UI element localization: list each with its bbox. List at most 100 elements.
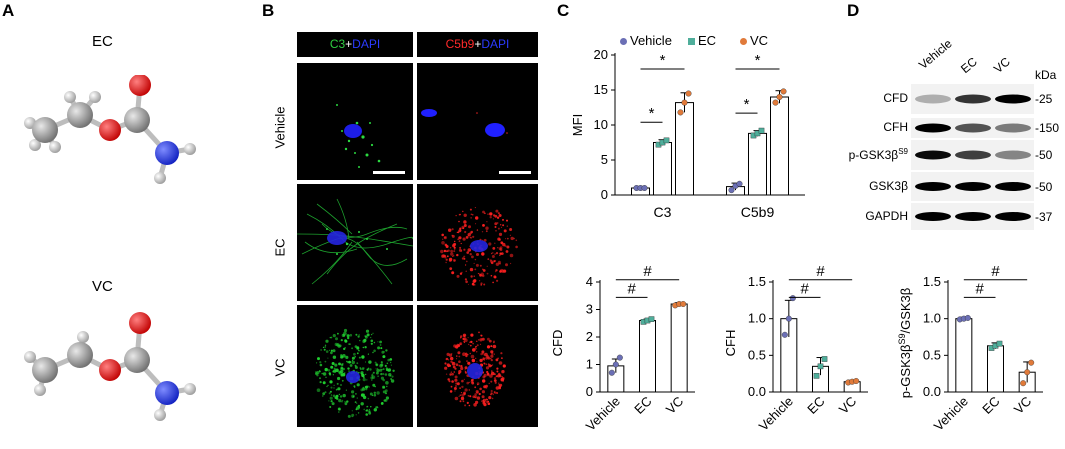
blot-strip [911, 140, 1034, 170]
blot-band [995, 212, 1031, 221]
y-tick-label: 20 [594, 47, 608, 62]
data-point [685, 90, 692, 97]
bar [639, 320, 656, 393]
data-point [680, 301, 687, 308]
if-header-plus: + [474, 37, 482, 51]
if-image-vehicle-c5b9 [417, 63, 538, 180]
blot-strip [911, 118, 1034, 138]
if-image-ec-c3 [297, 184, 413, 301]
panel-letter-d: D [847, 1, 860, 20]
data-point [781, 331, 788, 338]
x-tick-label: Vehicle [756, 394, 796, 434]
y-tick-label: 0.0 [923, 384, 941, 399]
legend-item-ec: EC [688, 33, 716, 48]
y-tick-label: 3 [586, 302, 593, 317]
mfi-chart: 0 5 10 15 20 MFI C3 C5b9 * * * * [570, 47, 805, 220]
blot-row-label: CFD [840, 91, 908, 105]
data-point [817, 363, 824, 370]
blot-band [955, 150, 991, 160]
if-header-dapi-text: DAPI [481, 37, 510, 51]
data-point [789, 295, 796, 302]
data-point [728, 187, 735, 194]
blot-band [915, 150, 951, 160]
blot-strip [911, 84, 1034, 114]
x-tick-label: Vehicle [931, 394, 971, 434]
blot-size-marker: -25 [1035, 92, 1053, 106]
panel-letter-b: B [262, 1, 275, 20]
data-point [1024, 369, 1031, 376]
pgsk-chart: 0.0 0.5 1.0 1.5 p-GSK3βS9/GSK3β Vehicle EC VC # # [897, 263, 1043, 434]
data-point [1020, 380, 1027, 387]
mfi-legend: Vehicle EC VC [620, 33, 820, 51]
blot-row-label: GAPDH [840, 209, 908, 223]
blot-bands [915, 150, 1031, 160]
significance-label: * [649, 105, 655, 122]
data-point [758, 127, 765, 134]
data-point [780, 88, 787, 95]
blot-band [915, 94, 951, 104]
y-tick-label: 1 [586, 357, 593, 372]
molecule-label-vc: VC [92, 278, 113, 295]
blot-bands [915, 123, 1031, 133]
y-axis-label: CFD [550, 330, 565, 357]
blot-band [995, 182, 1031, 191]
ec-molecule-model [24, 75, 196, 184]
blot-band [995, 123, 1031, 133]
blot-lane-label-vc: VC [991, 54, 1013, 76]
data-point [754, 130, 761, 137]
blot-row-label-text: p-GSK3β [848, 148, 899, 162]
bar [987, 345, 1004, 393]
data-point [964, 314, 971, 321]
blot-strip [911, 172, 1034, 201]
data-point [616, 354, 623, 361]
blot-bands [915, 182, 1031, 191]
y-tick-label: 10 [594, 117, 608, 132]
y-axis-label: MFI [570, 114, 585, 136]
blot-band [955, 212, 991, 221]
y-tick-label: 5 [601, 152, 608, 167]
legend-item-vc: VC [740, 33, 768, 48]
legend-marker-vehicle [620, 38, 627, 46]
blot-size-marker: -37 [1035, 209, 1053, 224]
y-axis-label: CFH [723, 330, 738, 357]
x-tick-label: Vehicle [583, 394, 623, 434]
blot-row-label-text: CFD [883, 91, 908, 105]
bar [770, 96, 789, 196]
y-tick-label: 2 [586, 329, 593, 344]
legend-label-ec: EC [698, 33, 717, 48]
significance-label: # [816, 263, 825, 280]
blot-row-label: CFH [840, 120, 908, 134]
blot-row-label-text: GAPDH [865, 208, 908, 223]
x-tick-label: EC [631, 394, 654, 417]
significance-label: # [991, 263, 1000, 280]
legend-marker-ec [688, 38, 695, 46]
data-point [681, 99, 688, 106]
y-tick-label: 4 [586, 274, 593, 289]
blot-row-label-text: GSK3β [869, 178, 908, 193]
data-point [677, 109, 684, 116]
blot-size-marker: -50 [1035, 148, 1053, 162]
data-point [663, 137, 670, 144]
blot-band [955, 123, 991, 133]
data-point [785, 315, 792, 322]
significance-label: # [643, 263, 652, 280]
if-header-c3-dapi: C3+DAPI [297, 32, 413, 57]
blot-band [915, 182, 951, 191]
significance-label: # [800, 280, 809, 297]
x-tick-label: C5b9 [741, 204, 775, 220]
blot-row-label: GSK3β [840, 179, 908, 193]
blot-strip [911, 203, 1034, 230]
legend-marker-vc [740, 38, 747, 46]
if-row-label-ec: EC [272, 238, 288, 257]
blot-bands [915, 94, 1031, 104]
data-point [648, 316, 655, 322]
legend-item-vehicle: Vehicle [620, 33, 672, 48]
if-row-label-vehicle: Vehicle [272, 106, 288, 149]
blot-row-label-text: CFH [883, 120, 908, 134]
if-image-vehicle-c3 [297, 63, 413, 180]
x-tick-label: VC [1011, 394, 1034, 417]
blot-band [955, 94, 991, 104]
if-image-ec-c5b9 [417, 184, 538, 301]
y-tick-label: 0.5 [923, 347, 941, 362]
x-tick-label: VC [836, 394, 859, 417]
